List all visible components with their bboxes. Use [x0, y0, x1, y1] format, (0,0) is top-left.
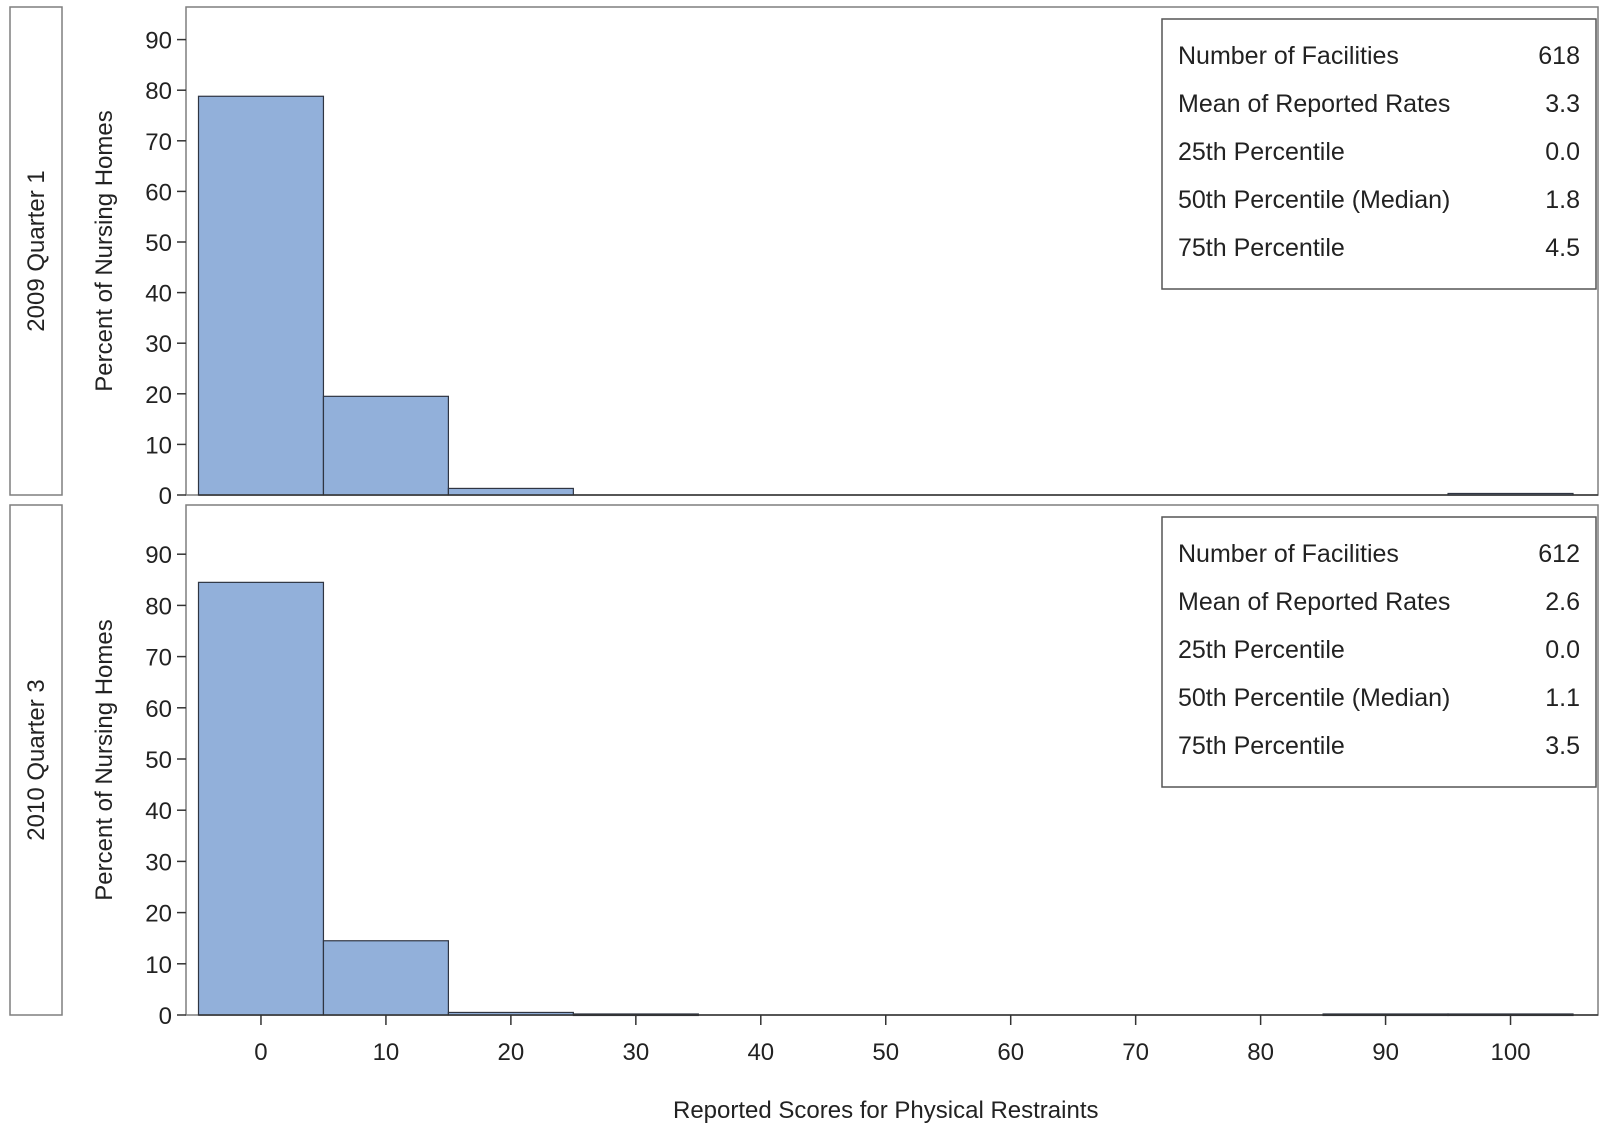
x-tick-label: 0 [254, 1039, 267, 1066]
panel-1: 2009 Quarter 1 0 10 20 30 40 50 60 70 80 90 Percent… [9, 6, 1599, 510]
stats-value: 618 [1538, 42, 1580, 70]
stats-value: 3.5 [1545, 732, 1580, 760]
stats-label: 25th Percentile [1178, 138, 1345, 166]
x-tick-label: 70 [1122, 1039, 1149, 1066]
y-tick-label: 20 [145, 901, 172, 928]
x-tick-label: 40 [747, 1039, 774, 1066]
stats-label: 25th Percentile [1178, 636, 1345, 664]
y-tick-label: 60 [145, 696, 172, 723]
y-tick-label: 50 [145, 230, 172, 257]
stats-label: Mean of Reported Rates [1178, 90, 1450, 118]
x-tick-label: 10 [373, 1039, 400, 1066]
y-tick-label: 70 [145, 645, 172, 672]
stats-label: 75th Percentile [1178, 732, 1345, 760]
histogram-bar [322, 395, 450, 496]
y-tick-label: 60 [145, 179, 172, 206]
stats-label: Mean of Reported Rates [1178, 588, 1450, 616]
panel-2: 2010 Quarter 3 0 10 20 30 40 50 60 70 80 90 Percent… [9, 504, 1599, 1124]
y-tick-label: 40 [145, 798, 172, 825]
panel-strip [9, 6, 63, 496]
histogram-bar [322, 940, 450, 1016]
x-tick-label: 80 [1247, 1039, 1274, 1066]
stats-value: 2.6 [1545, 588, 1580, 616]
y-tick-label: 50 [145, 747, 172, 774]
x-tick-label: 60 [997, 1039, 1024, 1066]
stats-value: 0.0 [1545, 138, 1580, 166]
stats-label: Number of Facilities [1178, 540, 1399, 568]
stats-label: 50th Percentile (Median) [1178, 186, 1450, 214]
y-tick-label: 80 [145, 593, 172, 620]
y-tick-label: 10 [145, 952, 172, 979]
y-tick-label: 10 [145, 432, 172, 459]
y-tick-label: 30 [145, 331, 172, 358]
stats-label: 50th Percentile (Median) [1178, 684, 1450, 712]
stats-value: 1.1 [1545, 684, 1580, 712]
stats-value: 1.8 [1545, 186, 1580, 214]
panel-strip-label: 2009 Quarter 1 [23, 170, 50, 331]
y-tick-label: 90 [145, 542, 172, 569]
histogram-bar [447, 487, 574, 496]
stats-inset: Number of Facilities 618 Mean of Reported … [1161, 18, 1597, 290]
histogram-bar [197, 95, 325, 496]
y-axis-title: Percent of Nursing Homes [91, 110, 118, 391]
x-tick-label: 100 [1491, 1039, 1531, 1066]
x-tick-label: 50 [872, 1039, 899, 1066]
y-tick-label: 70 [145, 129, 172, 156]
histogram-bar [197, 581, 325, 1016]
y-axis-title: Percent of Nursing Homes [91, 619, 118, 900]
x-tick-label: 30 [622, 1039, 649, 1066]
stats-inset: Number of Facilities 612 Mean of Reported … [1161, 516, 1597, 788]
stats-value: 612 [1538, 540, 1580, 568]
stats-inset-frame [1161, 18, 1597, 290]
x-axis-title: Reported Scores for Physical Restraints [673, 1097, 1099, 1124]
stats-label: 75th Percentile [1178, 234, 1345, 262]
stats-value: 4.5 [1545, 234, 1580, 262]
y-tick-label: 90 [145, 28, 172, 55]
y-tick-label: 20 [145, 382, 172, 409]
panel-strip-label: 2010 Quarter 3 [23, 679, 50, 840]
y-tick-label: 40 [145, 281, 172, 308]
stats-value: 0.0 [1545, 636, 1580, 664]
y-tick-label: 30 [145, 849, 172, 876]
panel-strip [9, 504, 63, 1016]
y-tick-label: 0 [159, 483, 172, 510]
y-tick-label: 0 [159, 1003, 172, 1030]
stats-value: 3.3 [1545, 90, 1580, 118]
stats-label: Number of Facilities [1178, 42, 1399, 70]
x-tick-label: 90 [1372, 1039, 1399, 1066]
y-tick-label: 80 [145, 78, 172, 105]
x-tick-label: 20 [498, 1039, 525, 1066]
stats-inset-frame [1161, 516, 1597, 788]
